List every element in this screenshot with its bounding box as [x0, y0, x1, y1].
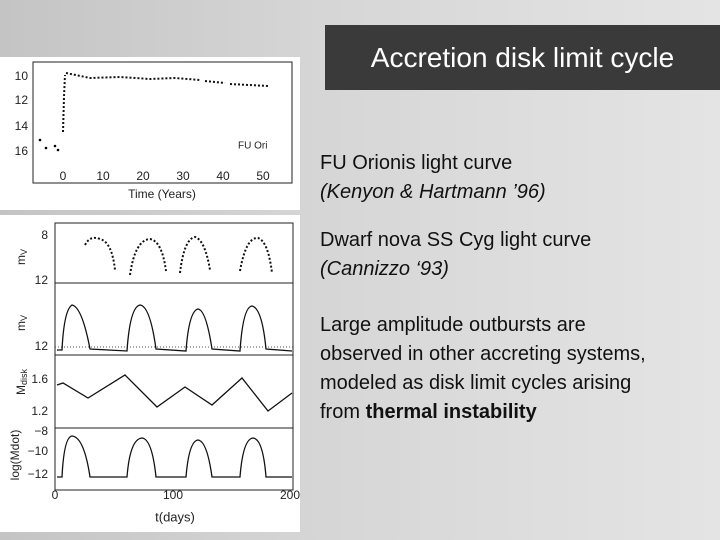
caption: Dwarf nova SS Cyg light curve (Cannizzo … — [320, 226, 660, 284]
x-tick-label: 30 — [176, 169, 190, 183]
y-tick-label: 8 — [41, 228, 48, 242]
y-axis-label: log(Mdot) — [8, 430, 22, 481]
label-sub: V — [19, 249, 29, 255]
data-point — [53, 144, 57, 148]
paragraph: Large amplitude outbursts are observed i… — [320, 311, 650, 427]
caption: FU Orionis light curve (Kenyon & Hartman… — [320, 149, 660, 207]
y-tick-label: −8 — [34, 424, 48, 438]
x-tick-label: 100 — [163, 488, 183, 502]
y-tick-label: −12 — [28, 467, 49, 481]
label: m — [14, 255, 28, 265]
label-sub: disk — [19, 369, 29, 386]
y-axis-label: mV — [14, 315, 29, 331]
caption-text: Dwarf nova SS Cyg light curve — [320, 229, 592, 251]
paragraph-emphasis: thermal instability — [365, 401, 537, 423]
x-tick-label: 40 — [216, 169, 230, 183]
slide-title: Accretion disk limit cycle — [370, 42, 675, 73]
plot-frame — [54, 222, 294, 491]
data-point — [44, 146, 48, 150]
y-tick-label: 16 — [15, 144, 29, 158]
y-tick-label: 14 — [15, 119, 29, 133]
fu-ori-figure: 10 12 14 16 0 10 20 30 40 50 Time (Years… — [0, 57, 300, 210]
annotation: FU Ori — [238, 141, 267, 152]
y-tick-label: 10 — [15, 69, 29, 83]
data-points — [84, 235, 273, 276]
data-points — [62, 72, 269, 133]
data-point — [38, 138, 42, 142]
caption-text: FU Orionis light curve — [320, 152, 513, 174]
x-tick-label: 10 — [96, 169, 110, 183]
paragraph-text: Large amplitude outbursts are observed i… — [320, 314, 646, 423]
x-tick-label: 50 — [256, 169, 270, 183]
y-tick-label: −10 — [28, 444, 49, 458]
x-tick-label: 0 — [52, 488, 59, 502]
caption-reference: (Kenyon & Hartmann ’96) — [320, 181, 546, 203]
x-axis-label: t(days) — [155, 509, 195, 524]
caption-reference: (Cannizzo ‘93) — [320, 258, 449, 280]
label: m — [14, 321, 28, 331]
y-tick-label: 12 — [35, 273, 49, 287]
x-tick-label: 200 — [280, 488, 300, 502]
x-tick-label: 20 — [136, 169, 150, 183]
y-axis-label: Mdisk — [14, 369, 29, 396]
data-point — [56, 148, 60, 152]
title-box: Accretion disk limit cycle — [325, 25, 720, 90]
curve — [57, 435, 292, 478]
x-axis-label: Time (Years) — [128, 187, 196, 201]
y-tick-label: 1.6 — [31, 372, 48, 386]
curve — [57, 304, 293, 352]
curve — [56, 374, 293, 412]
y-tick-label: 12 — [35, 339, 49, 353]
x-tick-label: 0 — [60, 169, 67, 183]
label: M — [14, 385, 28, 395]
y-tick-label: 12 — [15, 93, 29, 107]
ss-cyg-figure: mV 8 12 mV 12 Mdisk 1.6 1.2 log(Mdot) −8… — [0, 215, 300, 532]
label-sub: V — [19, 315, 29, 321]
y-axis-label: mV — [14, 249, 29, 265]
plot-frame — [32, 61, 293, 184]
y-tick-label: 1.2 — [31, 404, 48, 418]
